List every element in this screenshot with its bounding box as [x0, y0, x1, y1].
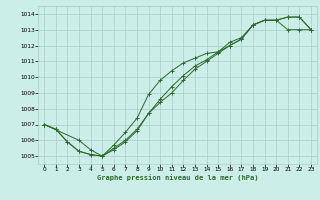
- X-axis label: Graphe pression niveau de la mer (hPa): Graphe pression niveau de la mer (hPa): [97, 175, 258, 181]
